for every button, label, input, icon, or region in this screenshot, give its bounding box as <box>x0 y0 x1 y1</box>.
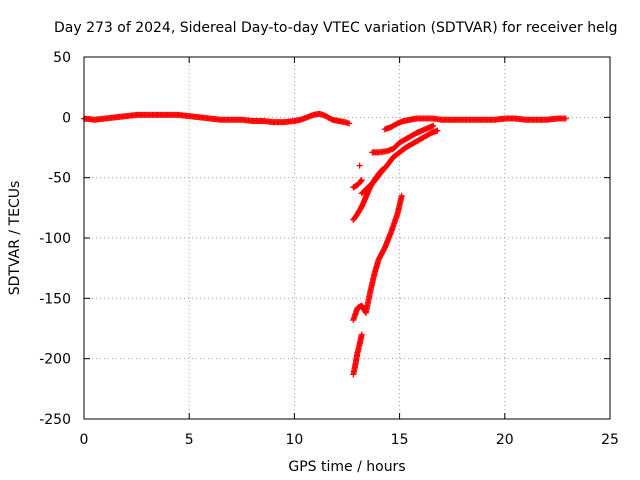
series-branch-2 <box>369 122 437 156</box>
series-upper-branch <box>381 115 569 133</box>
series-branch-5 <box>350 177 365 191</box>
axis-ticks <box>83 56 611 420</box>
tick-labels: 0 5 10 15 20 25 50 0 -50 -100 -150 -200 -250 <box>39 50 619 448</box>
series-baseline <box>81 110 353 127</box>
data-point <box>357 178 364 185</box>
data-point <box>430 122 437 129</box>
data-point <box>358 331 365 338</box>
x-tick-label: 25 <box>601 432 619 448</box>
data-point <box>562 115 569 122</box>
y-tick-label: -150 <box>39 291 71 307</box>
y-tick-label: 0 <box>62 110 71 126</box>
series-isolated <box>356 162 363 169</box>
y-tick-label: -250 <box>39 412 71 428</box>
grid <box>84 57 610 419</box>
data-point <box>346 120 353 127</box>
data-point <box>398 192 405 199</box>
x-tick-label: 20 <box>496 432 514 448</box>
data-point <box>358 177 365 184</box>
series-branch-4 <box>350 166 386 223</box>
x-tick-label: 0 <box>80 432 89 448</box>
plot-frame <box>83 56 611 420</box>
y-tick-label: 50 <box>53 50 71 66</box>
data-point <box>379 166 386 173</box>
data-points <box>81 110 569 378</box>
data-point <box>378 167 385 174</box>
y-axis-label: SDTVAR / TECUs <box>7 181 23 296</box>
x-tick-label: 5 <box>185 432 194 448</box>
x-tick-label: 15 <box>391 432 409 448</box>
series-steep-branch <box>350 192 405 324</box>
y-tick-label: -100 <box>39 231 71 247</box>
series-lowest-branch <box>350 331 365 378</box>
y-tick-label: -50 <box>48 171 71 187</box>
chart-title: Day 273 of 2024, Sidereal Day-to-day VTE… <box>54 20 617 36</box>
data-point <box>434 127 441 134</box>
data-point <box>356 162 363 169</box>
y-tick-label: -200 <box>39 352 71 368</box>
x-tick-label: 10 <box>285 432 303 448</box>
x-axis-label: GPS time / hours <box>288 459 405 475</box>
